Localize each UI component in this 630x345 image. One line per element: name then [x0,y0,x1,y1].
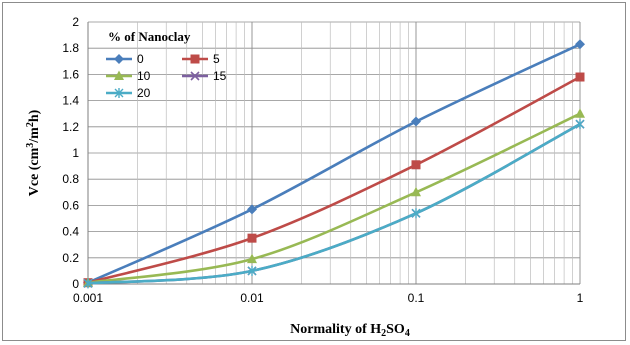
legend-label: 0 [137,52,144,66]
x-tick-label: 1 [577,291,584,305]
data-point [411,186,421,197]
legend-marker [114,54,124,64]
y-axis-title: Vce (cm3/m2h) [25,109,42,196]
y-tick-label: 0.2 [62,251,79,265]
data-point [575,119,585,130]
data-point [575,39,585,50]
legend-label: 10 [137,69,151,83]
legend-label: 15 [213,69,227,83]
legend-label: 5 [213,52,220,66]
legend-item: 10 [106,69,151,83]
y-tick-label: 1 [72,146,79,160]
legend-item: 15 [182,69,227,83]
data-point [411,208,421,219]
y-tick-label: 0.4 [62,225,79,239]
series-layer [83,39,585,289]
legend-item: 20 [106,86,151,100]
legend-label: 20 [137,86,151,100]
y-tick-label: 0.8 [62,172,79,186]
y-tick-label: 1.4 [62,94,79,108]
y-tick-label: 1.6 [62,67,79,81]
data-point [411,160,421,170]
legend-item: 0 [106,52,144,66]
grid [87,21,581,285]
series-line [87,112,581,284]
legend: % of Nanoclay 0 5 10 15 20 [106,29,227,100]
data-point [575,108,585,118]
data-point [411,116,421,127]
series-line [87,43,581,284]
data-point [83,278,93,289]
series-line [87,123,581,285]
x-tick-label: 0.001 [73,291,103,305]
x-axis-title: Normality of H2SO4 [290,322,410,339]
data-point [247,204,257,215]
legend-marker [114,70,124,80]
data-point [247,253,257,264]
x-tick-label: 0.1 [408,291,425,305]
series-20 [83,119,585,289]
y-tick-label: 1.8 [62,41,79,55]
data-point [247,265,257,276]
data-point [575,72,585,82]
legend-title: % of Nanoclay [108,29,191,44]
y-tick-label: 0.6 [62,198,79,212]
legend-marker [190,71,200,81]
legend-item: 5 [182,52,220,66]
data-point [247,233,257,243]
series-line [87,75,581,284]
y-tick-label: 2 [72,15,79,29]
legend-marker [190,54,200,64]
legend-marker [114,88,124,98]
y-tick-label: 1.2 [62,120,79,134]
x-tick-label: 0.01 [240,291,264,305]
y-tick-label: 0 [72,277,79,291]
axes: 0 0.2 0.4 0.6 0.8 1 1.2 1.4 1.6 1.8 2 0.001 0.01 0.1 1 [62,15,583,305]
